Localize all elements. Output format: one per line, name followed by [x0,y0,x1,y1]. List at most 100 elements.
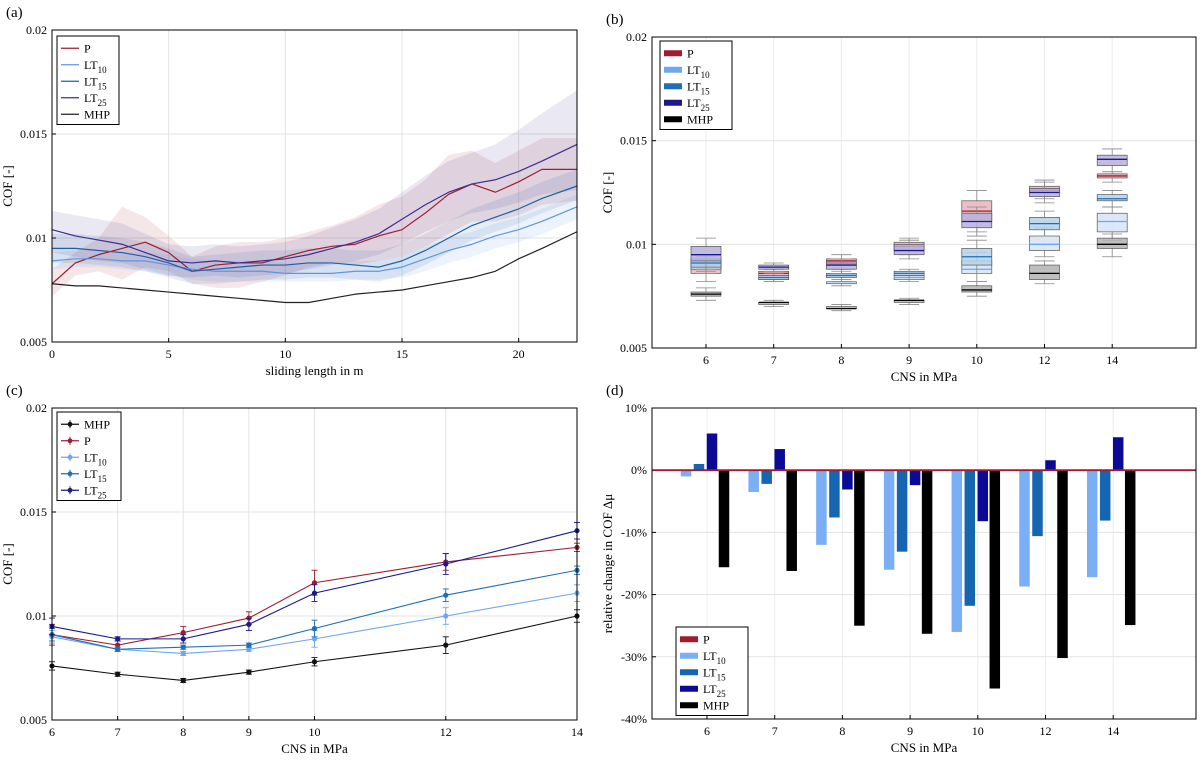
bar-lt25-8 [842,470,853,490]
x-axis-label: CNS in MPa [891,369,958,384]
x-tick-label: 12 [440,725,452,739]
panel-c: 6 7 8 9 10 12 14 0.005 0.01 0.015 0.02 COF [-] CNS i… [0,383,583,756]
y-tick-label: 0.015 [620,134,647,148]
y-tick-label: -40% [621,712,647,726]
panel-a: 0 5 10 15 20 0.005 0.01 0.015 0.02 COF [-] sliding… [0,5,578,378]
y-tick-label: -10% [621,525,647,539]
y-tick-label: -20% [621,588,647,602]
data-point [443,592,449,598]
box-body [1096,194,1128,202]
x-tick-label: 10 [279,347,291,361]
x-tick-label: 14 [1107,724,1119,738]
bar-lt25-6 [706,433,718,471]
data-point [180,636,186,642]
legend-marker [67,487,73,493]
bar-mhp-7 [786,470,797,571]
series-line-p [51,168,577,285]
x-tick-label: 12 [1040,724,1052,738]
legend-label: P [84,41,91,55]
legend-box [56,35,120,125]
box-body [690,246,722,262]
bar-lt15-6 [693,463,705,471]
x-tick-label: 10 [309,725,321,739]
x-tick-label: 6 [49,725,55,739]
box-body [961,285,993,293]
x-tick-label: 8 [838,353,844,367]
legend-swatch [680,685,698,692]
box-mhp-12 [1029,260,1060,285]
box-lt25-8 [826,258,857,274]
legend-marker [67,421,73,427]
box-lt15-12 [1029,210,1060,237]
panel-label: (d) [606,383,624,399]
box-lt25-6 [690,237,722,270]
box-body [1096,237,1128,249]
x-tick-label: 8 [180,725,186,739]
box-mhp-8 [826,304,857,312]
confidence-band-lt15 [52,169,577,284]
y-axis-label: COF [-] [600,172,615,214]
box-lt15-10 [961,239,993,274]
data-point [246,669,252,675]
y-tick-label: 0.02 [26,23,47,37]
box-lt15-7 [758,272,790,283]
data-point [115,642,121,648]
y-tick-label: 0.005 [20,713,47,727]
box-body [1096,212,1128,233]
y-tick-label: 10% [625,401,647,415]
legend-label: MHP [687,112,713,126]
bar-lt15-8 [829,470,840,518]
legend-label: P [84,434,91,448]
box-body [1029,264,1060,280]
bar-lt15-9 [896,470,908,552]
x-tick-label: 15 [396,347,408,361]
x-tick-label: 7 [115,725,121,739]
y-tick-label: 0% [631,463,647,477]
x-tick-label: 14 [571,725,583,739]
y-tick-label: 0.005 [620,341,647,355]
legend-box [56,411,122,501]
bar-mhp-12 [1057,470,1068,659]
y-tick-label: 0.005 [20,335,47,349]
legend-label: MHP [703,698,729,712]
series-line-lt25 [51,143,578,264]
y-axis-label: COF [-] [0,165,15,207]
x-tick-label: 6 [704,724,710,738]
x-tick-label: 6 [703,353,709,367]
data-point [246,621,252,627]
confidence-band-p [52,138,577,297]
box-body [1096,154,1128,166]
panel-b: 6 7 8 9 10 12 14 0.005 0.01 0.015 0.02 COF [-] CNS i… [600,12,1197,384]
data-point [180,650,186,657]
legend-swatch [664,116,682,123]
bar-lt10-7 [748,470,759,492]
box-body [1029,235,1060,251]
x-tick-label: 10 [972,724,984,738]
y-tick-label: -30% [621,650,647,664]
bar-lt15-14 [1099,470,1111,521]
axes-frame [651,36,1197,349]
box-mhp-14 [1096,233,1128,258]
y-tick-label: 0.01 [26,609,47,623]
box-lt25-9 [893,239,925,260]
plot-area [652,37,1196,348]
data-point [115,646,121,652]
box-lt15-8 [826,270,857,283]
x-tick-label: 9 [907,724,913,738]
box-lt25-10 [961,206,993,237]
data-point [311,625,318,632]
series-line-lt10 [51,206,578,274]
data-point [311,659,318,665]
panel-label: (a) [6,5,23,21]
box-lt25-14 [1096,148,1128,173]
panel-label: (b) [606,12,624,28]
bar-lt10-14 [1086,470,1098,578]
bar-lt10-9 [883,470,895,570]
legend-label: MHP [84,417,110,431]
x-axis-label: sliding length in m [266,363,364,378]
bar-mhp-10 [989,470,1001,689]
bar-lt25-9 [909,470,921,486]
box-lt25-7 [758,262,790,272]
